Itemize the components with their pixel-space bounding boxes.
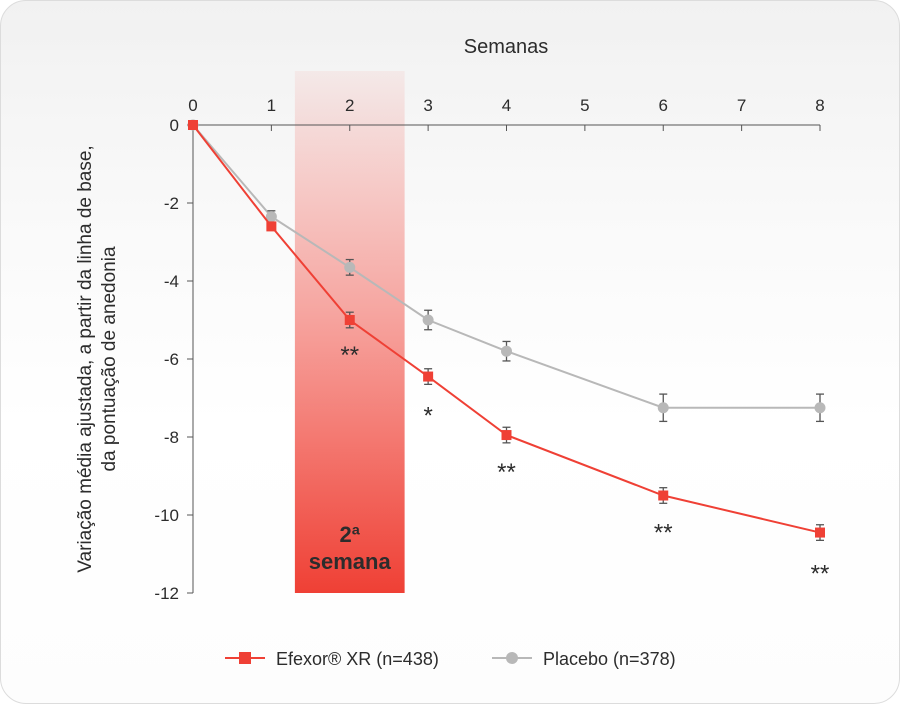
x-tick-label: 7 (737, 96, 746, 115)
x-tick-label: 5 (580, 96, 589, 115)
highlight-label-line-1: 2ª (340, 522, 361, 547)
y-tick-label: -4 (164, 272, 179, 291)
data-point (657, 402, 669, 414)
data-point (344, 261, 356, 273)
significance-marker: * (423, 402, 432, 429)
x-tick-label: 6 (659, 96, 668, 115)
x-tick-label: 3 (423, 96, 432, 115)
highlight-label-line-2: semana (309, 549, 392, 574)
legend-label-placebo: Placebo (n=378) (543, 649, 676, 669)
data-point (266, 221, 277, 232)
y-tick-label: -2 (164, 194, 179, 213)
significance-marker: ** (654, 519, 673, 546)
significance-marker: ** (340, 342, 359, 369)
data-point (188, 120, 198, 130)
x-tick-label: 2 (345, 96, 354, 115)
x-tick-label: 0 (188, 96, 197, 115)
y-tick-label: -8 (164, 428, 179, 447)
data-point (501, 345, 512, 357)
series-efexor (188, 120, 825, 541)
legend-marker-placebo (506, 652, 518, 664)
data-point (658, 490, 669, 501)
y-axis-title-line: da pontuação de anedonia (99, 246, 120, 471)
y-tick-label: -10 (154, 506, 179, 525)
series-line (192, 124, 820, 409)
data-point (815, 527, 825, 538)
data-point (344, 315, 355, 325)
data-point (501, 430, 512, 441)
y-axis-title-line: Variação média ajustada, a partir da lin… (75, 145, 96, 572)
y-tick-label: 0 (170, 116, 179, 135)
legend-marker-efexor (239, 652, 251, 664)
y-axis-title: Variação média ajustada, a partir da lin… (75, 145, 120, 572)
data-point (814, 402, 826, 414)
x-tick-label: 8 (815, 96, 824, 115)
series-placebo (187, 119, 826, 423)
significance-marker: ** (811, 560, 830, 587)
y-tick-label: -6 (164, 350, 179, 369)
x-tick-label: 1 (267, 96, 276, 115)
data-point (423, 371, 434, 382)
y-tick-label: -12 (154, 584, 179, 603)
data-point (422, 314, 434, 326)
data-point (265, 211, 277, 223)
highlight-band (294, 71, 405, 593)
legend-label-efexor: Efexor® XR (n=438) (276, 649, 439, 669)
x-tick-label: 4 (502, 96, 511, 115)
significance-marker: ** (497, 459, 516, 486)
x-axis-title: Semanas (464, 36, 549, 58)
